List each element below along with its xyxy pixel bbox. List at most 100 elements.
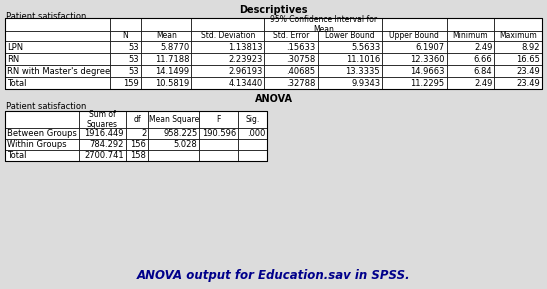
- Bar: [264, 31, 318, 41]
- Text: Mean Square: Mean Square: [149, 115, 199, 124]
- Text: RN: RN: [7, 55, 19, 64]
- Bar: [494, 53, 542, 65]
- Bar: [382, 77, 447, 89]
- Bar: [447, 41, 494, 53]
- Text: 158: 158: [130, 151, 146, 160]
- Text: Patient satisfaction: Patient satisfaction: [6, 102, 86, 111]
- Text: 2700.741: 2700.741: [84, 151, 124, 160]
- Text: 11.1016: 11.1016: [346, 55, 380, 64]
- Text: Between Groups: Between Groups: [7, 129, 77, 138]
- Text: 5.8770: 5.8770: [160, 42, 189, 51]
- Bar: [126, 128, 148, 139]
- Text: Sig.: Sig.: [246, 115, 260, 124]
- Bar: [447, 18, 494, 31]
- Bar: [382, 65, 447, 77]
- Text: Sum of
Squares: Sum of Squares: [87, 110, 118, 129]
- Text: .15633: .15633: [287, 42, 316, 51]
- Text: 5.028: 5.028: [174, 140, 197, 149]
- Bar: [200, 150, 238, 161]
- Bar: [110, 18, 141, 31]
- Text: 16.65: 16.65: [516, 55, 540, 64]
- Text: Minimum: Minimum: [453, 32, 488, 40]
- Text: 13.3335: 13.3335: [346, 66, 380, 75]
- Text: F: F: [217, 115, 221, 124]
- Bar: [238, 139, 267, 150]
- Bar: [79, 111, 126, 128]
- Bar: [5, 128, 79, 139]
- Bar: [110, 31, 141, 41]
- Text: N: N: [123, 32, 129, 40]
- Text: Std. Error: Std. Error: [273, 32, 309, 40]
- Text: 2.96193: 2.96193: [228, 66, 263, 75]
- Text: Std. Deviation: Std. Deviation: [201, 32, 255, 40]
- Bar: [318, 41, 382, 53]
- Bar: [5, 77, 110, 89]
- Text: 95% Confidence Interval for
Mean: 95% Confidence Interval for Mean: [270, 15, 377, 34]
- Text: 8.92: 8.92: [521, 42, 540, 51]
- Text: .000: .000: [247, 129, 265, 138]
- Bar: [141, 41, 191, 53]
- Text: .40685: .40685: [287, 66, 316, 75]
- Text: LPN: LPN: [7, 42, 23, 51]
- Bar: [318, 31, 382, 41]
- Bar: [5, 111, 79, 128]
- Bar: [494, 65, 542, 77]
- Bar: [447, 53, 494, 65]
- Bar: [79, 150, 126, 161]
- Bar: [238, 111, 267, 128]
- Bar: [264, 53, 318, 65]
- Bar: [447, 31, 494, 41]
- Text: 11.2295: 11.2295: [411, 79, 445, 88]
- Bar: [200, 111, 238, 128]
- Bar: [141, 18, 191, 31]
- Bar: [5, 150, 79, 161]
- Bar: [382, 41, 447, 53]
- Text: 958.225: 958.225: [163, 129, 197, 138]
- Text: .30758: .30758: [287, 55, 316, 64]
- Bar: [191, 41, 264, 53]
- Bar: [318, 53, 382, 65]
- Bar: [5, 31, 110, 41]
- Bar: [110, 65, 141, 77]
- Bar: [191, 18, 264, 31]
- Text: Within Groups: Within Groups: [7, 140, 67, 149]
- Bar: [5, 111, 267, 161]
- Bar: [318, 65, 382, 77]
- Text: 23.49: 23.49: [516, 79, 540, 88]
- Bar: [5, 139, 79, 150]
- Bar: [141, 53, 191, 65]
- Bar: [264, 65, 318, 77]
- Text: 159: 159: [123, 79, 139, 88]
- Bar: [141, 31, 191, 41]
- Bar: [494, 31, 542, 41]
- Bar: [79, 128, 126, 139]
- Bar: [264, 18, 382, 31]
- Text: Upper Bound: Upper Bound: [389, 32, 439, 40]
- Bar: [447, 77, 494, 89]
- Bar: [200, 139, 238, 150]
- Bar: [238, 128, 267, 139]
- Bar: [494, 18, 542, 31]
- Text: 14.9663: 14.9663: [410, 66, 445, 75]
- Bar: [5, 18, 110, 31]
- Text: 53: 53: [129, 42, 139, 51]
- Text: df: df: [133, 115, 141, 124]
- Text: 11.7188: 11.7188: [155, 55, 189, 64]
- Text: 190.596: 190.596: [202, 129, 236, 138]
- Bar: [447, 65, 494, 77]
- Bar: [238, 150, 267, 161]
- Text: 53: 53: [129, 66, 139, 75]
- Bar: [191, 77, 264, 89]
- Bar: [110, 41, 141, 53]
- Bar: [5, 65, 110, 77]
- Text: .32788: .32788: [286, 79, 316, 88]
- Text: 784.292: 784.292: [89, 140, 124, 149]
- Bar: [382, 18, 447, 31]
- Bar: [494, 77, 542, 89]
- Text: 6.84: 6.84: [474, 66, 492, 75]
- Bar: [200, 128, 238, 139]
- Text: 4.13440: 4.13440: [228, 79, 263, 88]
- Bar: [79, 139, 126, 150]
- Text: 2: 2: [141, 129, 146, 138]
- Bar: [5, 18, 542, 89]
